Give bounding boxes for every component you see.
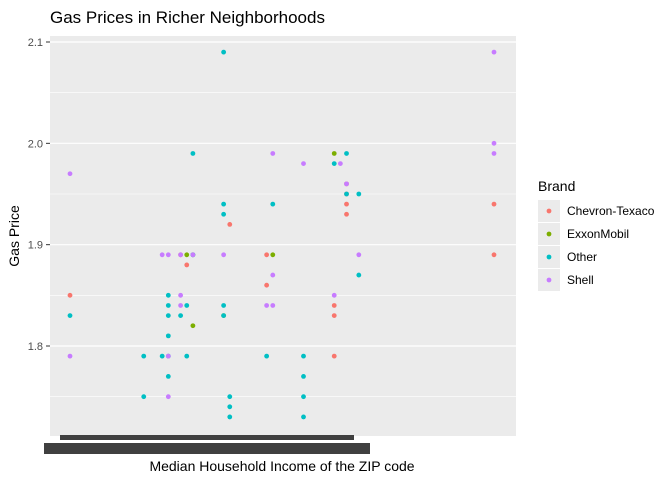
legend-title: Brand: [538, 178, 575, 194]
data-point-shell: [67, 171, 73, 177]
data-point-shell: [270, 272, 276, 278]
data-point-shell: [331, 292, 337, 298]
data-point-other: [270, 201, 276, 207]
data-point-other: [227, 394, 233, 400]
y-axis-ticks: 1.8 1.9 2.0 2.1: [28, 37, 50, 353]
y-tick-label: 2.0: [28, 138, 43, 150]
data-point-shell: [221, 252, 227, 258]
data-point-shell: [190, 252, 196, 258]
data-point-other: [301, 414, 306, 420]
data-point-shell: [301, 161, 306, 167]
data-point-other: [165, 333, 171, 339]
data-point-chevron-texaco: [344, 211, 349, 217]
data-point-other: [67, 313, 73, 318]
data-point-chevron-texaco: [491, 252, 497, 258]
legend: Brand Chevron-Texaco ExxonMobil Other Shell: [538, 178, 655, 291]
y-tick-label: 2.1: [28, 37, 43, 49]
data-point-shell: [165, 394, 171, 400]
data-point-chevron-texaco: [184, 262, 190, 268]
x-axis-title: Median Household Income of the ZIP code: [149, 458, 414, 474]
data-point-chevron-texaco: [491, 201, 497, 207]
x-tick-marks-band: [60, 435, 354, 440]
legend-label: Shell: [567, 273, 594, 287]
data-point-shell: [337, 161, 343, 167]
data-point-shell: [165, 252, 171, 258]
data-point-shell: [178, 252, 184, 258]
x-tick-labels-band: [44, 443, 370, 454]
data-point-shell: [264, 303, 270, 308]
data-point-other: [165, 313, 171, 318]
data-point-other: [190, 151, 196, 156]
data-point-other: [301, 394, 306, 400]
data-point-other: [221, 201, 227, 207]
data-point-other: [264, 353, 270, 359]
data-point-shell: [491, 49, 497, 55]
data-point-shell: [270, 303, 276, 308]
data-point-exxonmobil: [190, 323, 196, 329]
data-point-shell: [491, 140, 497, 146]
y-axis-title: Gas Price: [6, 205, 22, 267]
y-tick-label: 1.8: [28, 341, 43, 353]
data-point-other: [356, 191, 362, 197]
legend-label: Chevron-Texaco: [567, 204, 655, 218]
data-point-other: [141, 353, 147, 359]
data-point-other: [356, 272, 362, 278]
plot-panel: [50, 36, 354, 436]
data-point-shell: [67, 353, 73, 359]
data-point-other: [178, 313, 184, 318]
data-point-other: [301, 374, 306, 379]
data-point-other: [221, 49, 227, 55]
data-point-shell: [159, 252, 165, 258]
data-point-other: [165, 374, 171, 379]
data-point-shell: [178, 292, 184, 298]
data-point-chevron-texaco: [331, 353, 337, 359]
data-point-other: [141, 394, 147, 400]
chart-title: Gas Prices in Richer Neighborhoods: [50, 8, 325, 27]
data-point-exxonmobil: [184, 252, 190, 258]
data-point-exxonmobil: [270, 252, 276, 258]
data-point-other: [227, 404, 233, 410]
legend-key-dot: [546, 277, 552, 283]
data-point-shell: [165, 353, 171, 359]
data-point-shell: [344, 181, 349, 187]
legend-key-dot: [546, 254, 552, 260]
data-point-shell: [178, 303, 184, 308]
data-point-other: [184, 303, 190, 308]
data-point-other: [301, 353, 306, 359]
legend-key-dot: [546, 208, 552, 214]
grid-lines: [50, 41, 516, 397]
data-point-chevron-texaco: [264, 252, 270, 258]
legend-key-dot: [546, 231, 552, 237]
data-point-other: [165, 303, 171, 308]
data-point-shell: [356, 252, 362, 258]
data-point-chevron-texaco: [344, 201, 349, 207]
data-point-other: [344, 151, 349, 156]
data-point-other: [221, 211, 227, 217]
data-point-other: [221, 303, 227, 308]
data-point-shell: [270, 151, 276, 156]
data-point-other: [331, 161, 337, 167]
data-point-other: [159, 353, 165, 359]
y-tick-label: 1.9: [28, 240, 43, 252]
plot-panel-extended: [354, 36, 516, 436]
data-points: [67, 49, 497, 420]
legend-label: ExxonMobil: [567, 227, 629, 241]
data-point-other: [227, 414, 233, 420]
data-point-chevron-texaco: [331, 303, 337, 308]
legend-label: Other: [567, 250, 597, 264]
data-point-exxonmobil: [331, 151, 337, 156]
data-point-chevron-texaco: [331, 313, 337, 318]
data-point-other: [221, 313, 227, 318]
data-point-other: [184, 353, 190, 359]
data-point-other: [165, 292, 171, 298]
data-point-shell: [491, 151, 497, 156]
data-point-chevron-texaco: [227, 222, 233, 227]
data-point-chevron-texaco: [264, 282, 270, 288]
data-point-chevron-texaco: [67, 292, 73, 298]
data-point-other: [344, 191, 349, 197]
